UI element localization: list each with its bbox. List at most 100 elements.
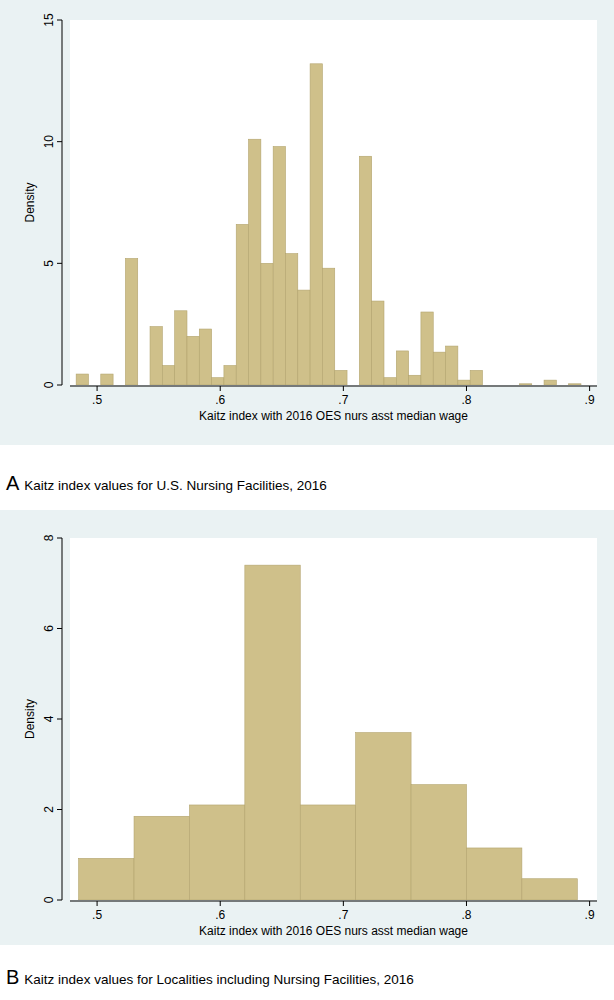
histogram-bar [101, 374, 113, 385]
histogram-bar [134, 816, 189, 900]
x-tick [466, 386, 467, 391]
y-tick [57, 385, 62, 386]
histogram-bar [189, 805, 244, 900]
histogram-bar [162, 366, 174, 385]
histogram-bar [458, 380, 470, 385]
histogram-bar [261, 263, 273, 385]
x-tick-label: .8 [461, 908, 471, 922]
figure: 0 5 10 15 .5 .6 .7 .8 .9 Kaitz index with 2016 OE… [0, 0, 614, 1000]
x-tick-label: .6 [215, 908, 225, 922]
histogram-bar [359, 156, 371, 385]
histogram-bar [411, 785, 466, 900]
x-tick [343, 386, 344, 391]
y-tick-label: 0 [42, 381, 56, 388]
panel-title: Kaitz index values for U.S. Nursing Faci… [24, 478, 326, 493]
histogram-bar [495, 385, 507, 386]
y-tick-label: 5 [42, 260, 56, 267]
x-axis [70, 901, 597, 902]
plot-area [70, 538, 597, 900]
plot-area [70, 20, 597, 385]
histogram-bar [556, 385, 568, 386]
y-tick [57, 628, 62, 629]
y-axis [62, 20, 63, 385]
bars [79, 565, 578, 900]
histogram-bar [507, 385, 519, 386]
histogram-bar [199, 329, 211, 385]
y-tick-label: 8 [42, 534, 56, 541]
y-tick [57, 809, 62, 810]
histogram-bar [187, 336, 199, 385]
histogram-bar [347, 385, 359, 386]
histogram-bar [150, 327, 162, 385]
histogram-bar [421, 312, 433, 385]
y-tick-label: 10 [42, 135, 56, 149]
x-tick-label: .7 [338, 908, 348, 922]
histogram-bar [212, 378, 224, 385]
x-tick-label: .5 [92, 393, 102, 407]
y-tick-label: 0 [42, 896, 56, 903]
histogram-bar [470, 370, 482, 385]
x-tick [466, 901, 467, 906]
histogram-bar [236, 224, 248, 385]
y-tick-label: 2 [42, 806, 56, 813]
x-tick-label: .5 [92, 908, 102, 922]
y-tick [57, 538, 62, 539]
histogram-bar [138, 385, 150, 386]
x-tick-label: .6 [215, 393, 225, 407]
chart-background [0, 510, 614, 945]
chart-panel: 0 2 4 6 8 .5 .6 .7 .8 .9 Kaitz index with 2016 OES… [0, 510, 614, 945]
chart-background [0, 0, 614, 445]
histogram-bar [113, 385, 125, 386]
x-tick [97, 386, 98, 391]
x-axis-title: Kaitz index with 2016 OES nurs asst medi… [199, 409, 468, 423]
histogram-bar [335, 370, 347, 385]
histogram-bar [224, 366, 236, 385]
histogram-bar [372, 301, 384, 385]
panel-label: A [6, 472, 20, 494]
histogram-bar [522, 879, 577, 900]
histogram-bar [532, 385, 544, 386]
histogram-bar [433, 352, 445, 385]
histogram-bar [396, 351, 408, 385]
y-axis-title: Density [23, 182, 37, 222]
y-tick [57, 900, 62, 901]
histogram-bar [466, 848, 521, 900]
x-tick [220, 386, 221, 391]
y-tick-label: 15 [42, 13, 56, 27]
y-tick [57, 20, 62, 21]
histogram-bar [322, 268, 334, 385]
y-tick [57, 141, 62, 142]
histogram-bar [482, 385, 494, 386]
histogram-bar [249, 139, 261, 385]
histogram-bar [79, 858, 134, 900]
x-tick [589, 386, 590, 391]
x-axis-title: Kaitz index with 2016 OES nurs asst medi… [199, 924, 468, 938]
histogram-bar [384, 378, 396, 385]
histogram-bar [125, 258, 137, 385]
histogram-bar [175, 311, 187, 385]
histogram-bar [569, 384, 581, 385]
x-tick-label: .7 [338, 393, 348, 407]
x-tick-label: .8 [461, 393, 471, 407]
x-tick-label: .9 [585, 908, 595, 922]
histogram-bar [310, 64, 322, 385]
y-tick-label: 4 [42, 715, 56, 722]
histogram-bar [273, 147, 285, 385]
y-tick [57, 263, 62, 264]
histogram-bar [76, 374, 88, 385]
panel-title: Kaitz index values for Localities includ… [24, 972, 413, 987]
histogram-bar [356, 733, 411, 900]
x-tick-label: .9 [585, 393, 595, 407]
y-tick-label: 6 [42, 625, 56, 632]
histogram-bar [409, 375, 421, 385]
histogram-bar [544, 380, 556, 385]
histogram-bar [446, 346, 458, 385]
chart-panel: 0 5 10 15 .5 .6 .7 .8 .9 Kaitz index with 2016 OE… [0, 0, 614, 445]
histogram-bar [298, 290, 310, 385]
histogram-bar [88, 385, 100, 386]
histogram-bar [519, 384, 531, 385]
x-tick [97, 901, 98, 906]
x-axis [70, 386, 597, 387]
x-tick [220, 901, 221, 906]
x-tick [589, 901, 590, 906]
